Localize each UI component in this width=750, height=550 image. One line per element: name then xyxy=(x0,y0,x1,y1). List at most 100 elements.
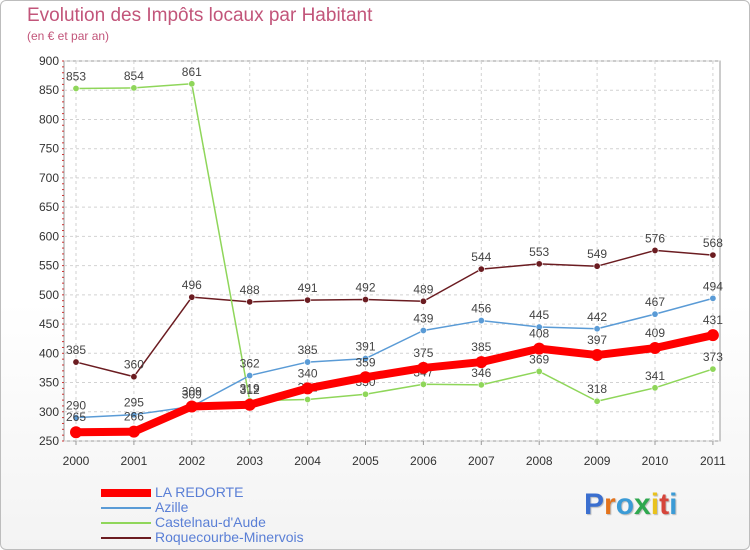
x-tick-label: 2000 xyxy=(63,454,90,468)
data-label: 549 xyxy=(587,247,607,261)
data-point xyxy=(127,425,140,438)
x-tick-label: 2007 xyxy=(468,454,495,468)
legend-label: Azille xyxy=(155,499,189,515)
data-point xyxy=(72,414,80,422)
data-point xyxy=(535,260,543,268)
data-point xyxy=(477,265,485,273)
y-tick-label: 550 xyxy=(39,259,59,273)
y-tick-label: 250 xyxy=(39,434,59,448)
data-label: 553 xyxy=(529,245,549,259)
y-tick-label: 700 xyxy=(39,171,59,185)
data-point xyxy=(246,372,254,380)
data-point xyxy=(243,398,256,411)
y-tick-label: 500 xyxy=(39,288,59,302)
series-la-redorte: 265 266 309 312 340 359 375 385 408 397 409 431 xyxy=(66,313,723,439)
x-tick-label: 2006 xyxy=(410,454,437,468)
data-label: 408 xyxy=(529,327,549,341)
data-label: 346 xyxy=(471,366,491,380)
data-point xyxy=(709,251,717,259)
data-point xyxy=(651,246,659,254)
data-point xyxy=(185,400,198,413)
data-label: 391 xyxy=(355,340,375,354)
legend-swatch xyxy=(101,507,151,509)
data-label: 319 xyxy=(240,382,260,396)
data-point xyxy=(130,411,138,419)
x-tick-label: 2011 xyxy=(700,454,726,468)
data-point xyxy=(188,80,196,88)
data-label: 318 xyxy=(587,382,607,396)
data-label: 491 xyxy=(298,281,318,295)
data-label: 576 xyxy=(645,231,665,245)
data-label: 445 xyxy=(529,308,549,322)
data-label: 369 xyxy=(529,352,549,366)
data-point xyxy=(188,293,196,301)
data-point xyxy=(359,371,372,384)
logo-letter: o xyxy=(615,488,635,521)
data-point xyxy=(417,361,430,374)
data-label: 409 xyxy=(645,326,665,340)
data-point xyxy=(72,358,80,366)
series-line xyxy=(75,83,714,402)
data-point xyxy=(361,390,369,398)
data-point xyxy=(477,317,485,325)
data-point xyxy=(593,262,601,270)
data-point xyxy=(535,367,543,375)
data-label: 489 xyxy=(413,282,433,296)
data-label: 312 xyxy=(240,383,260,397)
data-point xyxy=(651,310,659,318)
data-label: 360 xyxy=(124,358,144,372)
data-label: 861 xyxy=(182,65,202,79)
data-label: 375 xyxy=(413,346,433,360)
data-label: 385 xyxy=(298,343,318,357)
data-point xyxy=(246,298,254,306)
x-tick-label: 2002 xyxy=(178,454,205,468)
data-label: 492 xyxy=(355,281,375,295)
data-point xyxy=(533,342,546,355)
data-point xyxy=(593,325,601,333)
data-point xyxy=(70,426,82,439)
data-point xyxy=(301,382,314,395)
logo-letter: x xyxy=(634,488,651,521)
logo-letter: i xyxy=(669,488,678,521)
y-tick-label: 300 xyxy=(39,405,59,419)
legend-swatch xyxy=(101,489,151,497)
y-tick-label: 850 xyxy=(39,83,59,97)
data-label: 309 xyxy=(182,388,202,402)
data-point xyxy=(475,356,488,369)
legend-label: Roquecourbe-Minervois xyxy=(155,529,304,545)
data-point xyxy=(72,84,80,92)
y-tick-label: 600 xyxy=(39,229,59,243)
series-line xyxy=(75,249,714,378)
data-label: 266 xyxy=(124,410,144,424)
data-label: 397 xyxy=(587,333,607,347)
data-label: 385 xyxy=(66,343,86,357)
data-point xyxy=(304,395,312,403)
logo-letter: r xyxy=(604,488,616,521)
legend-label: Castelnau-d'Aude xyxy=(155,514,266,530)
data-label: 385 xyxy=(471,340,491,354)
data-point xyxy=(304,296,312,304)
y-tick-label: 400 xyxy=(39,346,59,360)
data-point xyxy=(591,349,604,362)
data-point xyxy=(649,342,661,355)
data-point xyxy=(477,381,485,389)
data-point xyxy=(709,294,717,302)
proxiti-logo: Proxiti xyxy=(584,488,677,522)
data-label: 439 xyxy=(413,312,433,326)
data-point xyxy=(419,380,427,388)
data-label: 854 xyxy=(124,69,144,83)
legend-swatch xyxy=(101,522,151,524)
data-label: 309 xyxy=(182,385,202,399)
data-label: 362 xyxy=(240,357,260,371)
data-point xyxy=(361,355,369,363)
data-label: 544 xyxy=(471,250,491,264)
legend-swatch xyxy=(101,537,151,539)
y-tick-label: 650 xyxy=(39,200,59,214)
data-point xyxy=(419,297,427,305)
y-tick-label: 450 xyxy=(39,317,59,331)
y-tick-label: 750 xyxy=(39,142,59,156)
data-label: 496 xyxy=(182,278,202,292)
data-point xyxy=(593,397,601,405)
data-label: 359 xyxy=(355,355,375,369)
